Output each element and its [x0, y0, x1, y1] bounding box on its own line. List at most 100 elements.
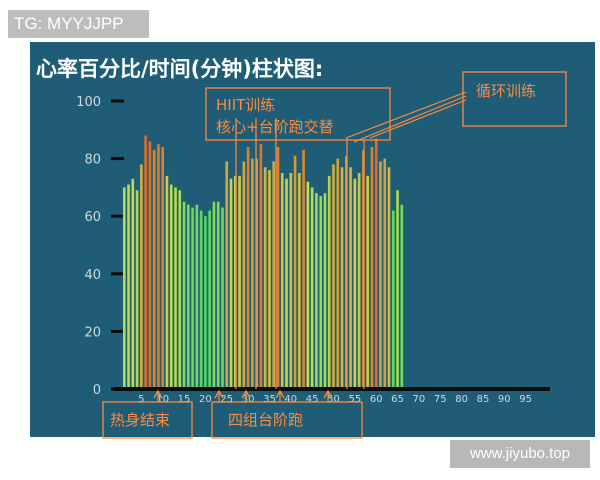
bar — [298, 173, 301, 389]
x-tick-label: 35 — [263, 394, 276, 405]
bar — [161, 147, 164, 389]
bar — [327, 175, 331, 389]
y-tick-label: 20 — [84, 325, 101, 340]
x-tick-label: 50 — [327, 394, 340, 405]
bar — [221, 207, 224, 389]
bar — [182, 201, 186, 389]
bar — [285, 178, 288, 389]
bar — [272, 161, 276, 389]
x-tick-label: 60 — [370, 394, 383, 405]
bar — [144, 135, 147, 389]
annotation-arrow-marker — [241, 389, 251, 399]
bar — [135, 190, 139, 389]
bars — [122, 135, 404, 389]
bar — [233, 175, 237, 389]
bar — [289, 173, 293, 389]
bar — [238, 175, 241, 389]
bar — [165, 175, 169, 389]
x-tick-label: 25 — [220, 394, 233, 405]
bar — [174, 187, 177, 389]
bar — [195, 204, 199, 389]
bar — [255, 158, 258, 389]
bar — [148, 141, 152, 389]
bar — [208, 210, 211, 389]
x-tick-label: 65 — [391, 394, 404, 405]
bar — [383, 158, 387, 389]
bar — [387, 167, 391, 389]
x-tick-label: 20 — [199, 394, 212, 405]
y-tick-labels: 0 20 40 60 80 100 — [76, 95, 101, 398]
x-tick-label: 45 — [306, 394, 319, 405]
x-tick-labels: 5 10 15 20 25 30 35 40 45 50 55 60 65 70 75 80 85 90 95 — [138, 394, 532, 405]
bar — [357, 173, 361, 389]
x-tick-label: 30 — [242, 394, 255, 405]
bar — [306, 181, 310, 389]
bar — [396, 190, 399, 389]
annotation-arrow-marker — [214, 389, 224, 399]
annotation-pointer-line — [369, 99, 467, 139]
bar — [340, 167, 344, 389]
bar — [229, 178, 233, 389]
bar — [374, 138, 378, 389]
y-tick-label: 80 — [84, 153, 101, 168]
bar — [140, 164, 143, 389]
bar — [157, 144, 160, 389]
bar — [280, 173, 284, 389]
bar — [127, 184, 130, 389]
bar — [152, 149, 156, 389]
bar — [370, 147, 374, 389]
bar — [353, 178, 357, 389]
bar — [319, 196, 322, 389]
annotation-arrow-marker — [275, 389, 285, 399]
annotation-box-warmup — [102, 401, 193, 439]
x-tick-label: 40 — [284, 394, 297, 405]
bar — [122, 187, 126, 389]
x-tick-label: 55 — [348, 394, 361, 405]
bar — [366, 175, 369, 389]
bar — [315, 193, 318, 389]
x-tick-label: 15 — [178, 394, 191, 405]
x-tick-label: 75 — [434, 394, 447, 405]
y-tick-label: 40 — [84, 268, 101, 283]
bar — [178, 190, 182, 389]
y-tick-label: 60 — [84, 210, 101, 225]
bar — [268, 170, 271, 389]
annotation-label-hiit: 核心+台阶跑交替 — [216, 118, 334, 136]
bar — [332, 164, 335, 389]
bar — [246, 147, 250, 389]
bar — [400, 204, 404, 389]
bar — [362, 149, 365, 389]
bar — [391, 210, 395, 389]
bar — [336, 158, 340, 389]
y-tick-marks — [111, 99, 124, 391]
annotation-label-steps: 四组台阶跑 — [228, 411, 303, 429]
x-tick-label: 80 — [455, 394, 468, 405]
bar — [242, 161, 246, 389]
annotation-pointer-line — [353, 95, 467, 143]
x-tick-label: 90 — [498, 394, 511, 405]
bar — [169, 184, 173, 389]
annotation-box-cycle — [462, 71, 567, 127]
annotation-box-steps — [211, 401, 363, 439]
annotation-arrow-marker — [323, 389, 333, 399]
bar — [345, 155, 348, 389]
bar — [263, 167, 267, 389]
x-tick-label: 10 — [156, 394, 169, 405]
bar — [225, 161, 229, 389]
annotation-box-hiit — [205, 87, 391, 141]
annotation-pointer-line — [345, 91, 467, 139]
bar — [251, 158, 254, 389]
bar — [204, 216, 207, 389]
bar — [349, 167, 352, 389]
annotation-arrow-marker — [153, 389, 163, 399]
bar — [310, 187, 314, 389]
bar — [323, 193, 327, 389]
watermark-bottom: www.jiyubo.top — [450, 440, 590, 468]
bar — [379, 161, 382, 389]
annotation-label-hiit: HIIT训练 — [216, 96, 275, 114]
bar — [302, 149, 305, 389]
bar — [199, 210, 203, 389]
watermark-top: TG: MYYJJPP — [8, 10, 149, 38]
x-tick-label: 85 — [477, 394, 490, 405]
